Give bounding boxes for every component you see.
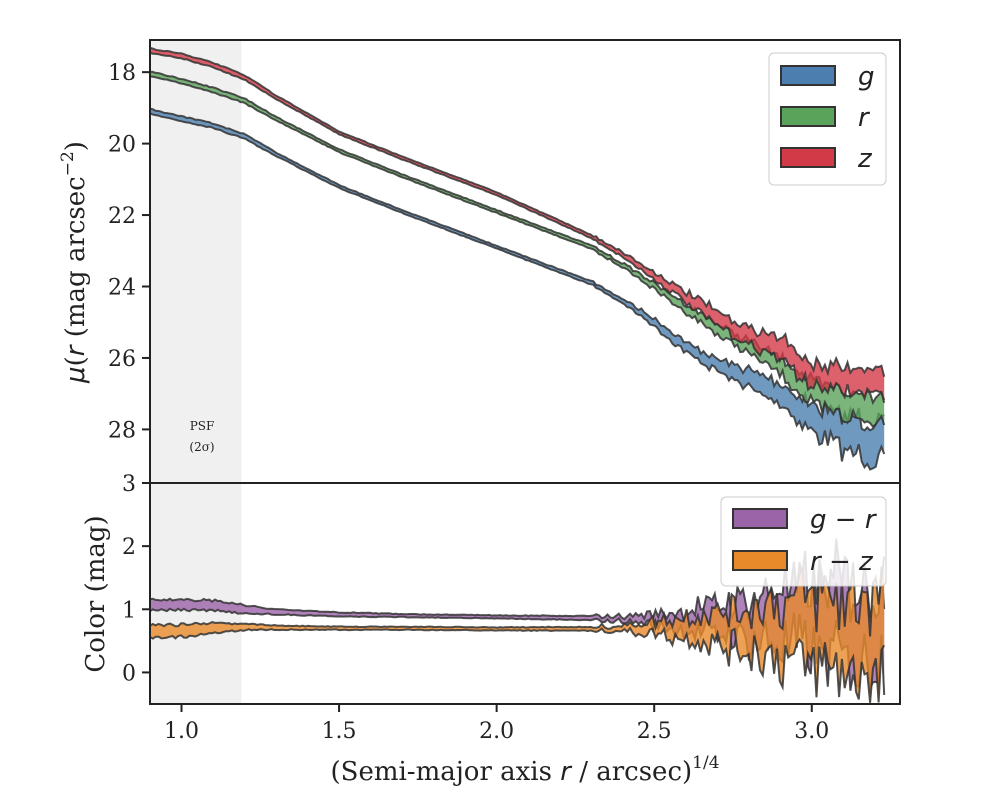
legend-label-z: z <box>857 144 873 174</box>
top-ytick-label-26: 26 <box>108 347 136 372</box>
xlabel-r: r <box>560 757 573 787</box>
series-z-lower-edge <box>150 51 886 403</box>
xlabel-mid: / arcsec) <box>571 757 692 787</box>
series-g-upper-edge <box>150 107 885 432</box>
legend-swatch-r <box>780 106 836 127</box>
psf-region-bottom <box>150 483 242 704</box>
legend-label-g: g <box>858 62 875 92</box>
bottom-legend: g − r r − z <box>720 496 887 587</box>
xtick-label-2: 2.0 <box>479 719 514 744</box>
ylabel-end: ) <box>61 141 91 151</box>
top-y-axis: 18 20 22 24 26 28 <box>108 61 150 443</box>
psf-label-line2: (2σ) <box>189 440 214 454</box>
bottom-ytick-label-3: 3 <box>122 472 136 497</box>
x-axis: 1.0 1.5 2.0 2.5 3.0 <box>164 704 829 744</box>
series-z-upper-edge <box>150 46 886 378</box>
series-z-band <box>150 47 885 403</box>
top-ytick-label-20: 20 <box>108 133 136 158</box>
bottom-ytick-label-1: 1 <box>122 598 136 623</box>
top-legend: g r z <box>768 52 887 186</box>
legend-label-r: r <box>858 103 871 133</box>
bottom-ytick-label-0: 0 <box>122 661 136 686</box>
psf-label-line1: PSF <box>190 419 215 433</box>
legend-label-r-z: r − z <box>810 547 874 577</box>
legend-swatch-z <box>780 147 836 168</box>
legend-swatch-r-z <box>732 550 788 571</box>
bottom-y-axis-title: Color (mag) <box>81 515 111 672</box>
series-r-lower-edge <box>150 75 886 429</box>
series-g-lower-edge <box>150 112 886 471</box>
legend-swatch-g <box>780 65 836 86</box>
xtick-label-1.5: 1.5 <box>322 719 357 744</box>
mu-symbol: μ <box>61 366 91 384</box>
series-r-z-upper-edge <box>150 626 886 703</box>
legend-label-g-r: g − r <box>810 505 878 535</box>
xlabel-pre: (Semi-major axis <box>330 757 560 787</box>
top-ytick-label-18: 18 <box>108 61 136 86</box>
top-ytick-label-22: 22 <box>108 204 136 229</box>
xlabel-exponent: 1/4 <box>692 753 719 773</box>
xtick-label-3: 3.0 <box>794 719 829 744</box>
ylabel-r: r <box>61 343 91 356</box>
psf-region-top <box>150 40 242 483</box>
top-ytick-label-24: 24 <box>108 276 136 301</box>
ylabel-mid: (mag arcsec <box>61 176 91 345</box>
bottom-y-axis: 0 1 2 3 <box>122 472 150 686</box>
top-ytick-label-28: 28 <box>108 418 136 443</box>
ylabel-paren-open: ( <box>61 356 91 366</box>
x-axis-title: (Semi-major axis r / arcsec)1/4 <box>330 753 719 787</box>
xtick-label-2.5: 2.5 <box>637 719 672 744</box>
bottom-panel-frame <box>149 482 901 705</box>
series-g-r-lower-edge <box>150 538 886 624</box>
bottom-ytick-label-2: 2 <box>122 535 136 560</box>
top-y-axis-title: μ(r (mag arcsec−2) <box>58 141 91 384</box>
xtick-label-1: 1.0 <box>164 719 199 744</box>
series-r-z-lower-edge <box>150 556 886 637</box>
series-r-band <box>150 71 885 427</box>
ylabel-exponent: −2 <box>58 151 78 176</box>
legend-swatch-g-r <box>732 508 788 529</box>
surface-brightness-bands <box>150 46 886 471</box>
color-bands <box>150 538 886 703</box>
